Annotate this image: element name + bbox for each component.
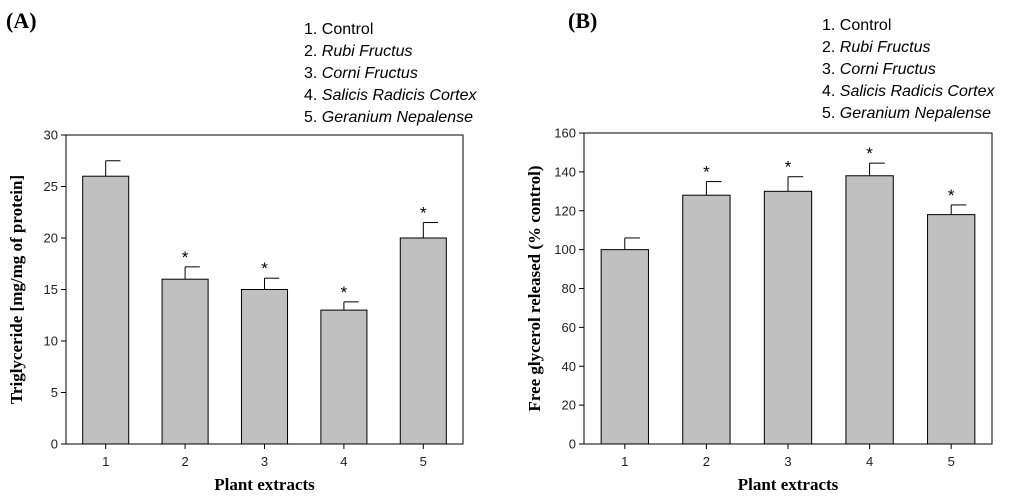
y-tick-label: 0 <box>569 437 576 452</box>
bar <box>399 237 447 445</box>
legend-entry: 3. Corni Fructus <box>822 61 936 78</box>
legend-number: 1. <box>304 21 322 38</box>
y-tick-label: 160 <box>554 126 576 141</box>
legend-name: Geranium Nepalense <box>840 105 991 122</box>
bar <box>763 190 813 445</box>
legend-name: Corni Fructus <box>840 61 936 78</box>
legend-name: Corni Fructus <box>322 65 418 82</box>
x-axis-label: Plant extracts <box>738 475 839 494</box>
y-axis-label: Free glycerol released (% control) <box>525 165 544 411</box>
bar <box>240 289 289 445</box>
y-tick-label: 100 <box>554 242 576 257</box>
legend-number: 2. <box>822 39 840 56</box>
legend-number: 3. <box>822 61 840 78</box>
y-tick-label: 120 <box>554 203 576 218</box>
legend-number: 1. <box>822 17 840 34</box>
legend-entry: 4. Salicis Radicis Cortex <box>304 87 478 104</box>
bar <box>600 249 649 445</box>
significance-marker: * <box>420 204 427 223</box>
bar <box>845 175 894 445</box>
legend-number: 3. <box>304 65 322 82</box>
significance-marker: * <box>703 163 710 182</box>
significance-marker: * <box>341 283 348 302</box>
x-tick-label: 2 <box>181 454 188 469</box>
legend-number: 5. <box>822 105 840 122</box>
y-tick-label: 30 <box>44 128 58 143</box>
legend-entry: 3. Corni Fructus <box>304 65 418 82</box>
x-tick-label: 1 <box>102 454 109 469</box>
legend-entry: 1. Control <box>822 17 891 34</box>
y-tick-label: 20 <box>44 231 58 246</box>
legend-number: 2. <box>304 43 322 60</box>
bar <box>927 214 976 445</box>
legend-name: Salicis Radicis Cortex <box>840 83 996 100</box>
panel-label: (A) <box>6 8 37 33</box>
y-tick-label: 20 <box>562 398 576 413</box>
bar <box>320 309 368 445</box>
legend-name: Rubi Fructus <box>840 39 931 56</box>
bar <box>161 278 209 445</box>
x-tick-label: 1 <box>621 454 628 469</box>
legend-entry: 5. Geranium Nepalense <box>822 105 991 122</box>
legend-name: Geranium Nepalense <box>322 109 473 126</box>
legend-name: Rubi Fructus <box>322 43 413 60</box>
legend-number: 4. <box>822 83 840 100</box>
x-tick-label: 5 <box>420 454 427 469</box>
y-tick-label: 40 <box>562 359 576 374</box>
y-tick-label: 15 <box>44 282 58 297</box>
y-tick-label: 25 <box>44 179 58 194</box>
x-tick-label: 3 <box>784 454 791 469</box>
x-tick-label: 5 <box>948 454 955 469</box>
legend-entry: 1. Control <box>304 21 373 38</box>
y-tick-label: 5 <box>51 385 58 400</box>
legend-entry: 2. Rubi Fructus <box>304 43 413 60</box>
x-tick-label: 2 <box>703 454 710 469</box>
legend-name: Control <box>322 21 374 38</box>
significance-marker: * <box>182 248 189 267</box>
y-tick-label: 60 <box>562 320 576 335</box>
legend-entry: 2. Rubi Fructus <box>822 39 931 56</box>
x-tick-label: 3 <box>261 454 268 469</box>
x-tick-label: 4 <box>866 454 873 469</box>
significance-marker: * <box>785 158 792 177</box>
significance-marker: * <box>261 259 268 278</box>
legend-number: 5. <box>304 109 322 126</box>
y-axis-label: Triglyceride [mg/mg of protein] <box>7 175 26 404</box>
legend-number: 4. <box>304 87 322 104</box>
y-tick-label: 80 <box>562 281 576 296</box>
y-tick-label: 0 <box>51 437 58 452</box>
legend-name: Salicis Radicis Cortex <box>322 87 478 104</box>
significance-marker: * <box>948 186 955 205</box>
y-tick-label: 10 <box>44 334 58 349</box>
legend-entry: 5. Geranium Nepalense <box>304 109 473 126</box>
bar <box>682 194 731 445</box>
x-axis-label: Plant extracts <box>214 475 315 494</box>
x-tick-label: 4 <box>340 454 347 469</box>
significance-marker: * <box>866 144 873 163</box>
panel-label: (B) <box>568 8 597 33</box>
legend-entry: 4. Salicis Radicis Cortex <box>822 83 996 100</box>
y-tick-label: 140 <box>554 164 576 179</box>
bar <box>82 175 130 445</box>
legend-name: Control <box>840 17 892 34</box>
